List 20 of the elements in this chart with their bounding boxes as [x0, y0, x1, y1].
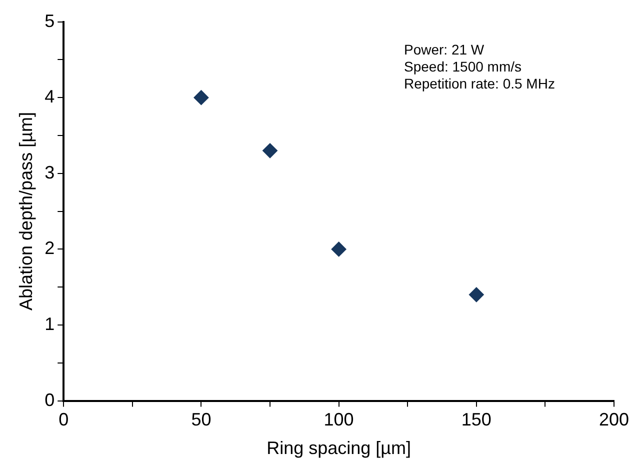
y-tick-label: 1	[44, 314, 55, 334]
point	[194, 90, 209, 106]
x-tick-label: 0	[58, 410, 69, 430]
x-tick-label: 200	[598, 410, 630, 430]
annotation: Speed: 1500 mm/s	[404, 58, 522, 75]
y-axis-title: Ablation depth/pass [µm]	[16, 112, 36, 311]
point	[331, 242, 346, 257]
y-tick-label: 5	[44, 10, 55, 31]
y-tick-label: 2	[44, 238, 55, 258]
x-tick-label: 50	[191, 410, 212, 430]
x-axis-title: Ring spacing [µm]	[266, 438, 412, 458]
annotation: Power: 21 W	[404, 42, 485, 58]
y-tick-label: 0	[44, 390, 55, 410]
point	[468, 287, 484, 302]
x-tick-label: 150	[461, 410, 492, 430]
x-tick-label: 100	[324, 410, 354, 430]
annotation: Repetition rate: 0.5 MHz	[404, 76, 555, 92]
y-tick-label: 4	[44, 86, 55, 107]
point	[262, 143, 278, 158]
y-tick-label: 3	[44, 162, 55, 182]
